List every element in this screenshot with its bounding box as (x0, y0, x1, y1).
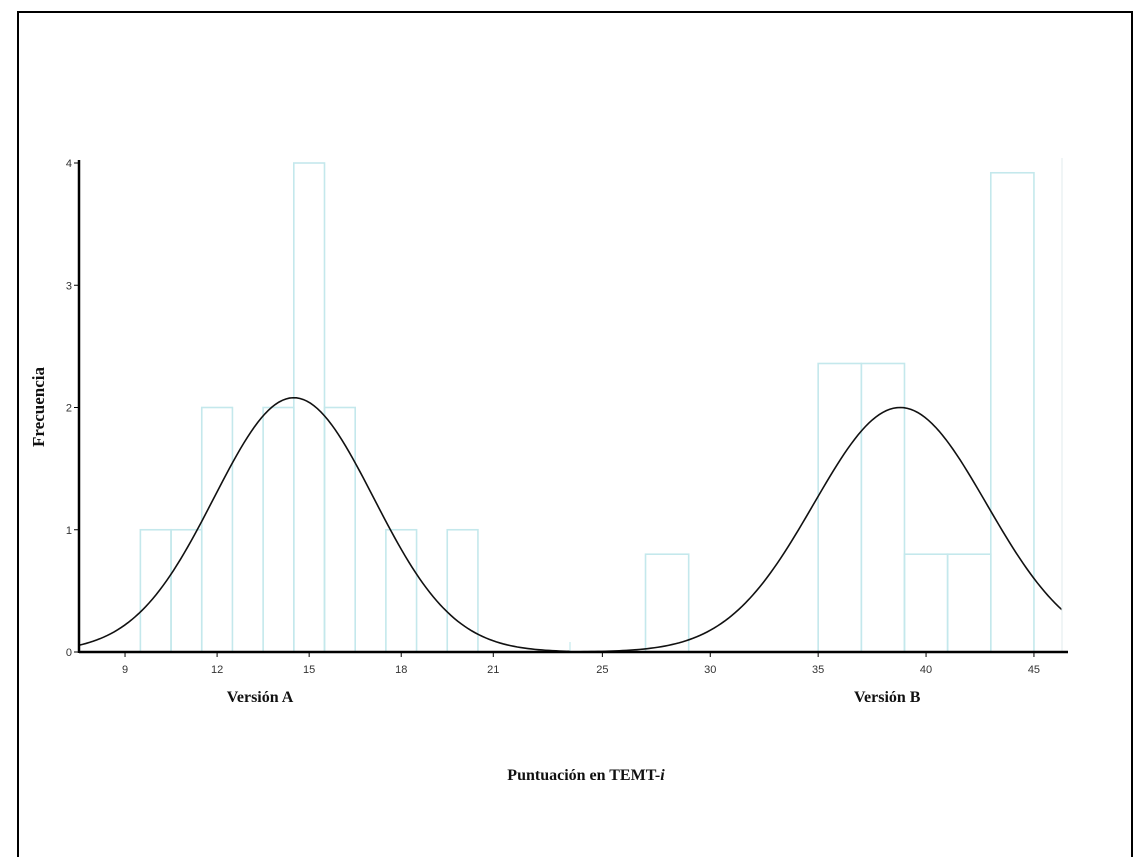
figure-frame (17, 11, 1133, 857)
histogram-bar (644, 553, 690, 653)
x-axis-title-text: Puntuación en TEMT- (507, 767, 660, 784)
x-tick-label: 30 (704, 664, 716, 676)
histogram-bar (293, 162, 326, 653)
y-tick-label: 2 (66, 403, 72, 415)
x-tick-label: 21 (487, 664, 499, 676)
x-tick-label: 25 (596, 664, 608, 676)
y-tick-label: 0 (66, 647, 72, 659)
histogram-bar (200, 406, 234, 653)
y-tick-label: 1 (66, 525, 72, 537)
histogram-bar (903, 553, 949, 653)
y-tick-label: 3 (66, 280, 72, 292)
x-tick-label: 9 (122, 664, 128, 676)
y-axis-title: Frecuencia (29, 367, 48, 447)
group-label-version-b: Versión B (854, 689, 921, 706)
y-tick-label: 4 (66, 158, 72, 170)
normal-curve (78, 396, 571, 653)
histogram-bar (946, 553, 992, 653)
normal-curve (569, 406, 1063, 653)
x-tick-label: 18 (395, 664, 407, 676)
x-tick-label: 35 (812, 664, 824, 676)
x-tick-label: 12 (211, 664, 223, 676)
histogram-bar (139, 528, 172, 653)
histogram-bar (446, 528, 479, 653)
x-axis-title-italic: i (660, 767, 665, 784)
histogram-bar (817, 362, 863, 653)
histogram-bar (262, 406, 295, 653)
axes-layer (77, 158, 1068, 654)
x-tick-label: 40 (920, 664, 932, 676)
histogram-bar (860, 362, 906, 653)
x-axis-title: Puntuación en TEMT-i (507, 767, 665, 784)
histogram-bar (989, 171, 1035, 653)
group-label-version-a: Versión A (227, 689, 294, 706)
x-tick-label: 45 (1028, 664, 1040, 676)
x-tick-label: 15 (303, 664, 315, 676)
histogram-bar (323, 406, 356, 653)
curves-layer (78, 396, 1063, 653)
